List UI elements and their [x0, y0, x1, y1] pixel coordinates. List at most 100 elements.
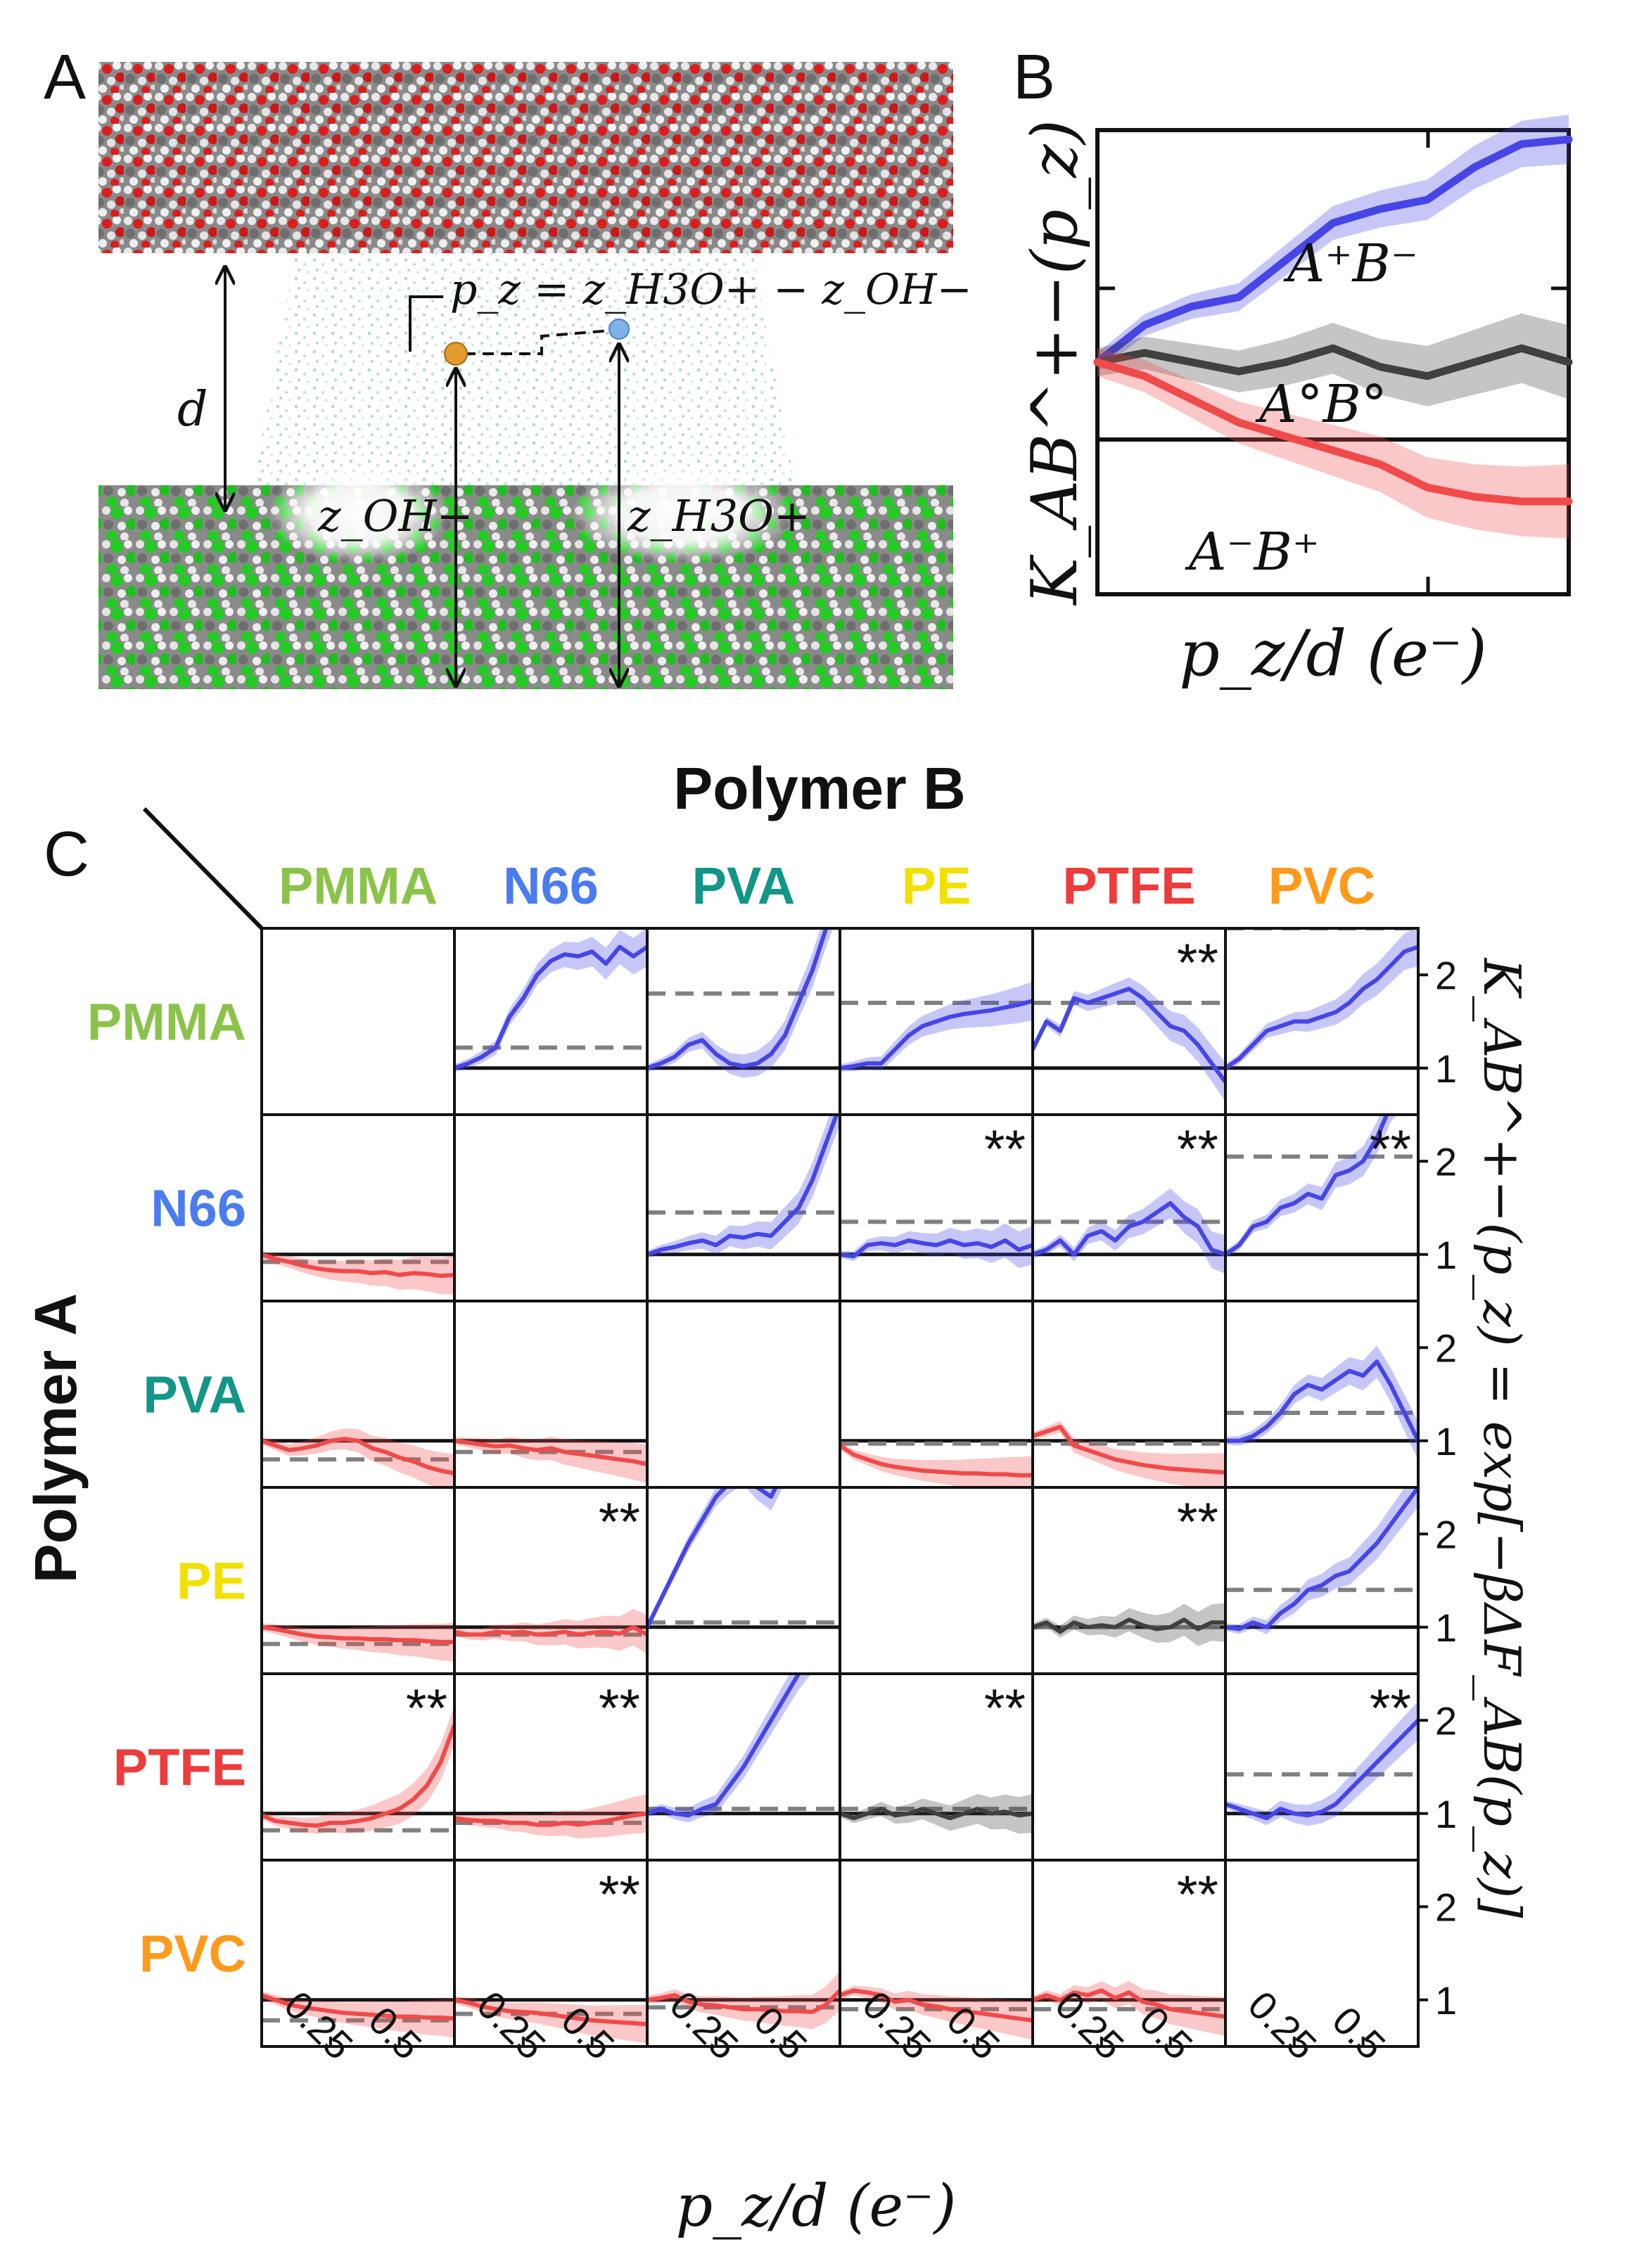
y-tick-label: 1 — [1435, 1792, 1457, 1836]
cell-n66-pe: ** — [839, 1113, 1034, 1302]
z-oh-label: z_OH− — [317, 490, 473, 542]
y-tick-label: 2 — [1435, 1885, 1457, 1929]
cell-ptfe-pvc: ** — [1224, 1672, 1420, 1862]
panel-b-letter: B — [1013, 42, 1055, 113]
cell-pe-pe — [839, 1486, 1034, 1675]
cell-pvc-ptfe: ** — [1031, 1859, 1227, 2048]
distance-label: d — [177, 382, 208, 437]
uncertainty-band — [1225, 1700, 1418, 1826]
cell-frame — [1031, 1672, 1227, 1862]
cell-pmma-n66 — [453, 927, 649, 1116]
pz-dashed-connector — [464, 329, 611, 355]
x-tick-label: 0.5 — [1324, 1998, 1394, 2068]
row-label-pmma: PMMA — [87, 993, 246, 1051]
cell-frame — [453, 1113, 649, 1302]
significance-mark: ** — [599, 1492, 640, 1552]
curve-neg — [454, 1997, 647, 2027]
row-label-n66: N66 — [151, 1179, 246, 1238]
uncertainty-band — [647, 1115, 840, 1258]
oh-ion — [444, 342, 468, 366]
y-tick-label: 1 — [1435, 1046, 1457, 1091]
cell-pe-pva — [646, 1486, 841, 1675]
column-label-pe: PE — [902, 857, 971, 915]
panel-b-band-neutral — [1097, 313, 1569, 406]
polymer-a-header: Polymer A — [23, 1293, 89, 1583]
z-h3o-label: z_H3O+ — [627, 490, 810, 542]
column-label-pmma: PMMA — [279, 857, 438, 915]
pz-equation: p_z = z_H3O+ − z_OH− — [450, 265, 972, 314]
panel-c: C Polymer B Polymer A PMMA N66 PVA PE PTFE PV… — [23, 755, 1531, 2240]
curve-pos — [1225, 1487, 1418, 1632]
uncertainty-band — [454, 1794, 647, 1839]
panel-b-ylabel: K_AB^+−(p_z) — [1018, 120, 1092, 606]
row-label-pva: PVA — [143, 1366, 246, 1424]
column-label-n66: N66 — [503, 857, 599, 915]
uncertainty-band — [647, 1674, 812, 1823]
cell-frame — [260, 927, 456, 1116]
curve-pos — [454, 944, 647, 1070]
curve-neg — [647, 1989, 840, 2014]
curve-neg — [262, 1993, 454, 2021]
uncertainty-band — [647, 1971, 840, 2030]
bottom-polymer-slab — [98, 485, 953, 689]
panel-c-xlabel: p_z/d (e⁻) — [676, 2173, 957, 2240]
curve-pos — [1033, 987, 1225, 1084]
uncertainty-band — [647, 928, 834, 1078]
cell-pe-ptfe: ** — [1031, 1486, 1227, 1675]
curve-neg — [262, 1625, 454, 1644]
corner-diagonal — [142, 807, 264, 930]
cell-pmma-pe — [839, 927, 1034, 1116]
curve-pos — [647, 1487, 778, 1629]
cell-pe-pmma — [260, 1486, 456, 1675]
uncertainty-band — [1225, 1487, 1418, 1634]
cell-n66-pvc: ** — [1224, 1113, 1420, 1302]
significance-mark: ** — [984, 1120, 1026, 1179]
curve-pos — [647, 1115, 839, 1257]
y-tick-label: 2 — [1435, 1326, 1457, 1370]
column-labels: PMMA N66 PVA PE PTFE PVC — [279, 857, 1375, 915]
curve-pos — [1225, 944, 1418, 1070]
cell-ptfe-pva — [646, 1672, 841, 1862]
curve-neutral — [1033, 1617, 1225, 1634]
uncertainty-band — [1225, 1345, 1418, 1461]
row-labels: PMMA N66 PVA PE PTFE PVC — [87, 993, 246, 1983]
panel-a-letter: A — [44, 42, 86, 113]
y-tick-label: 1 — [1435, 1978, 1457, 2023]
water-bridge — [253, 253, 795, 485]
y-tick-label: 2 — [1435, 1139, 1457, 1184]
uncertainty-band — [454, 1608, 647, 1654]
curve-neutral — [840, 1807, 1033, 1821]
cell-n66-pmma — [260, 1113, 456, 1302]
h3o-ion — [608, 319, 630, 340]
panel-b-xlabel: p_z/d (e⁻) — [1179, 617, 1487, 691]
cell-pva-n66 — [453, 1300, 649, 1489]
curve-neg — [454, 1625, 647, 1637]
pz-bracket-left — [409, 295, 443, 352]
significance-mark: ** — [984, 1679, 1026, 1738]
cell-pva-pvc — [1224, 1300, 1420, 1489]
cell-ptfe-pe: ** — [839, 1672, 1034, 1862]
panel-c-letter: C — [44, 819, 89, 890]
uncertainty-band — [840, 981, 1033, 1072]
cell-pvc-pe — [839, 1859, 1034, 2048]
cell-frame — [1224, 1859, 1420, 2048]
curve-neg — [840, 1443, 1033, 1478]
curve-pos — [1225, 1359, 1418, 1443]
column-label-ptfe: PTFE — [1062, 857, 1195, 915]
cell-frame — [646, 1113, 841, 1302]
cell-n66-n66 — [453, 1113, 649, 1302]
cell-pva-pe — [839, 1300, 1034, 1489]
x-tick-label: 0.25 — [469, 1982, 554, 2068]
cell-pva-pmma — [260, 1300, 456, 1489]
significance-mark: ** — [1177, 933, 1218, 993]
panel-b-line-neg — [1093, 358, 1573, 506]
curve-neg — [454, 1811, 647, 1827]
curve-neg — [1033, 1988, 1225, 2019]
cell-pvc-n66: ** — [453, 1859, 649, 2048]
cell-pvc-pvc — [1224, 1859, 1420, 2048]
significance-mark: ** — [599, 1679, 640, 1738]
curve-pos — [647, 928, 829, 1070]
cell-ptfe-pmma: ** — [260, 1672, 456, 1862]
significance-mark: ** — [1370, 1679, 1411, 1738]
